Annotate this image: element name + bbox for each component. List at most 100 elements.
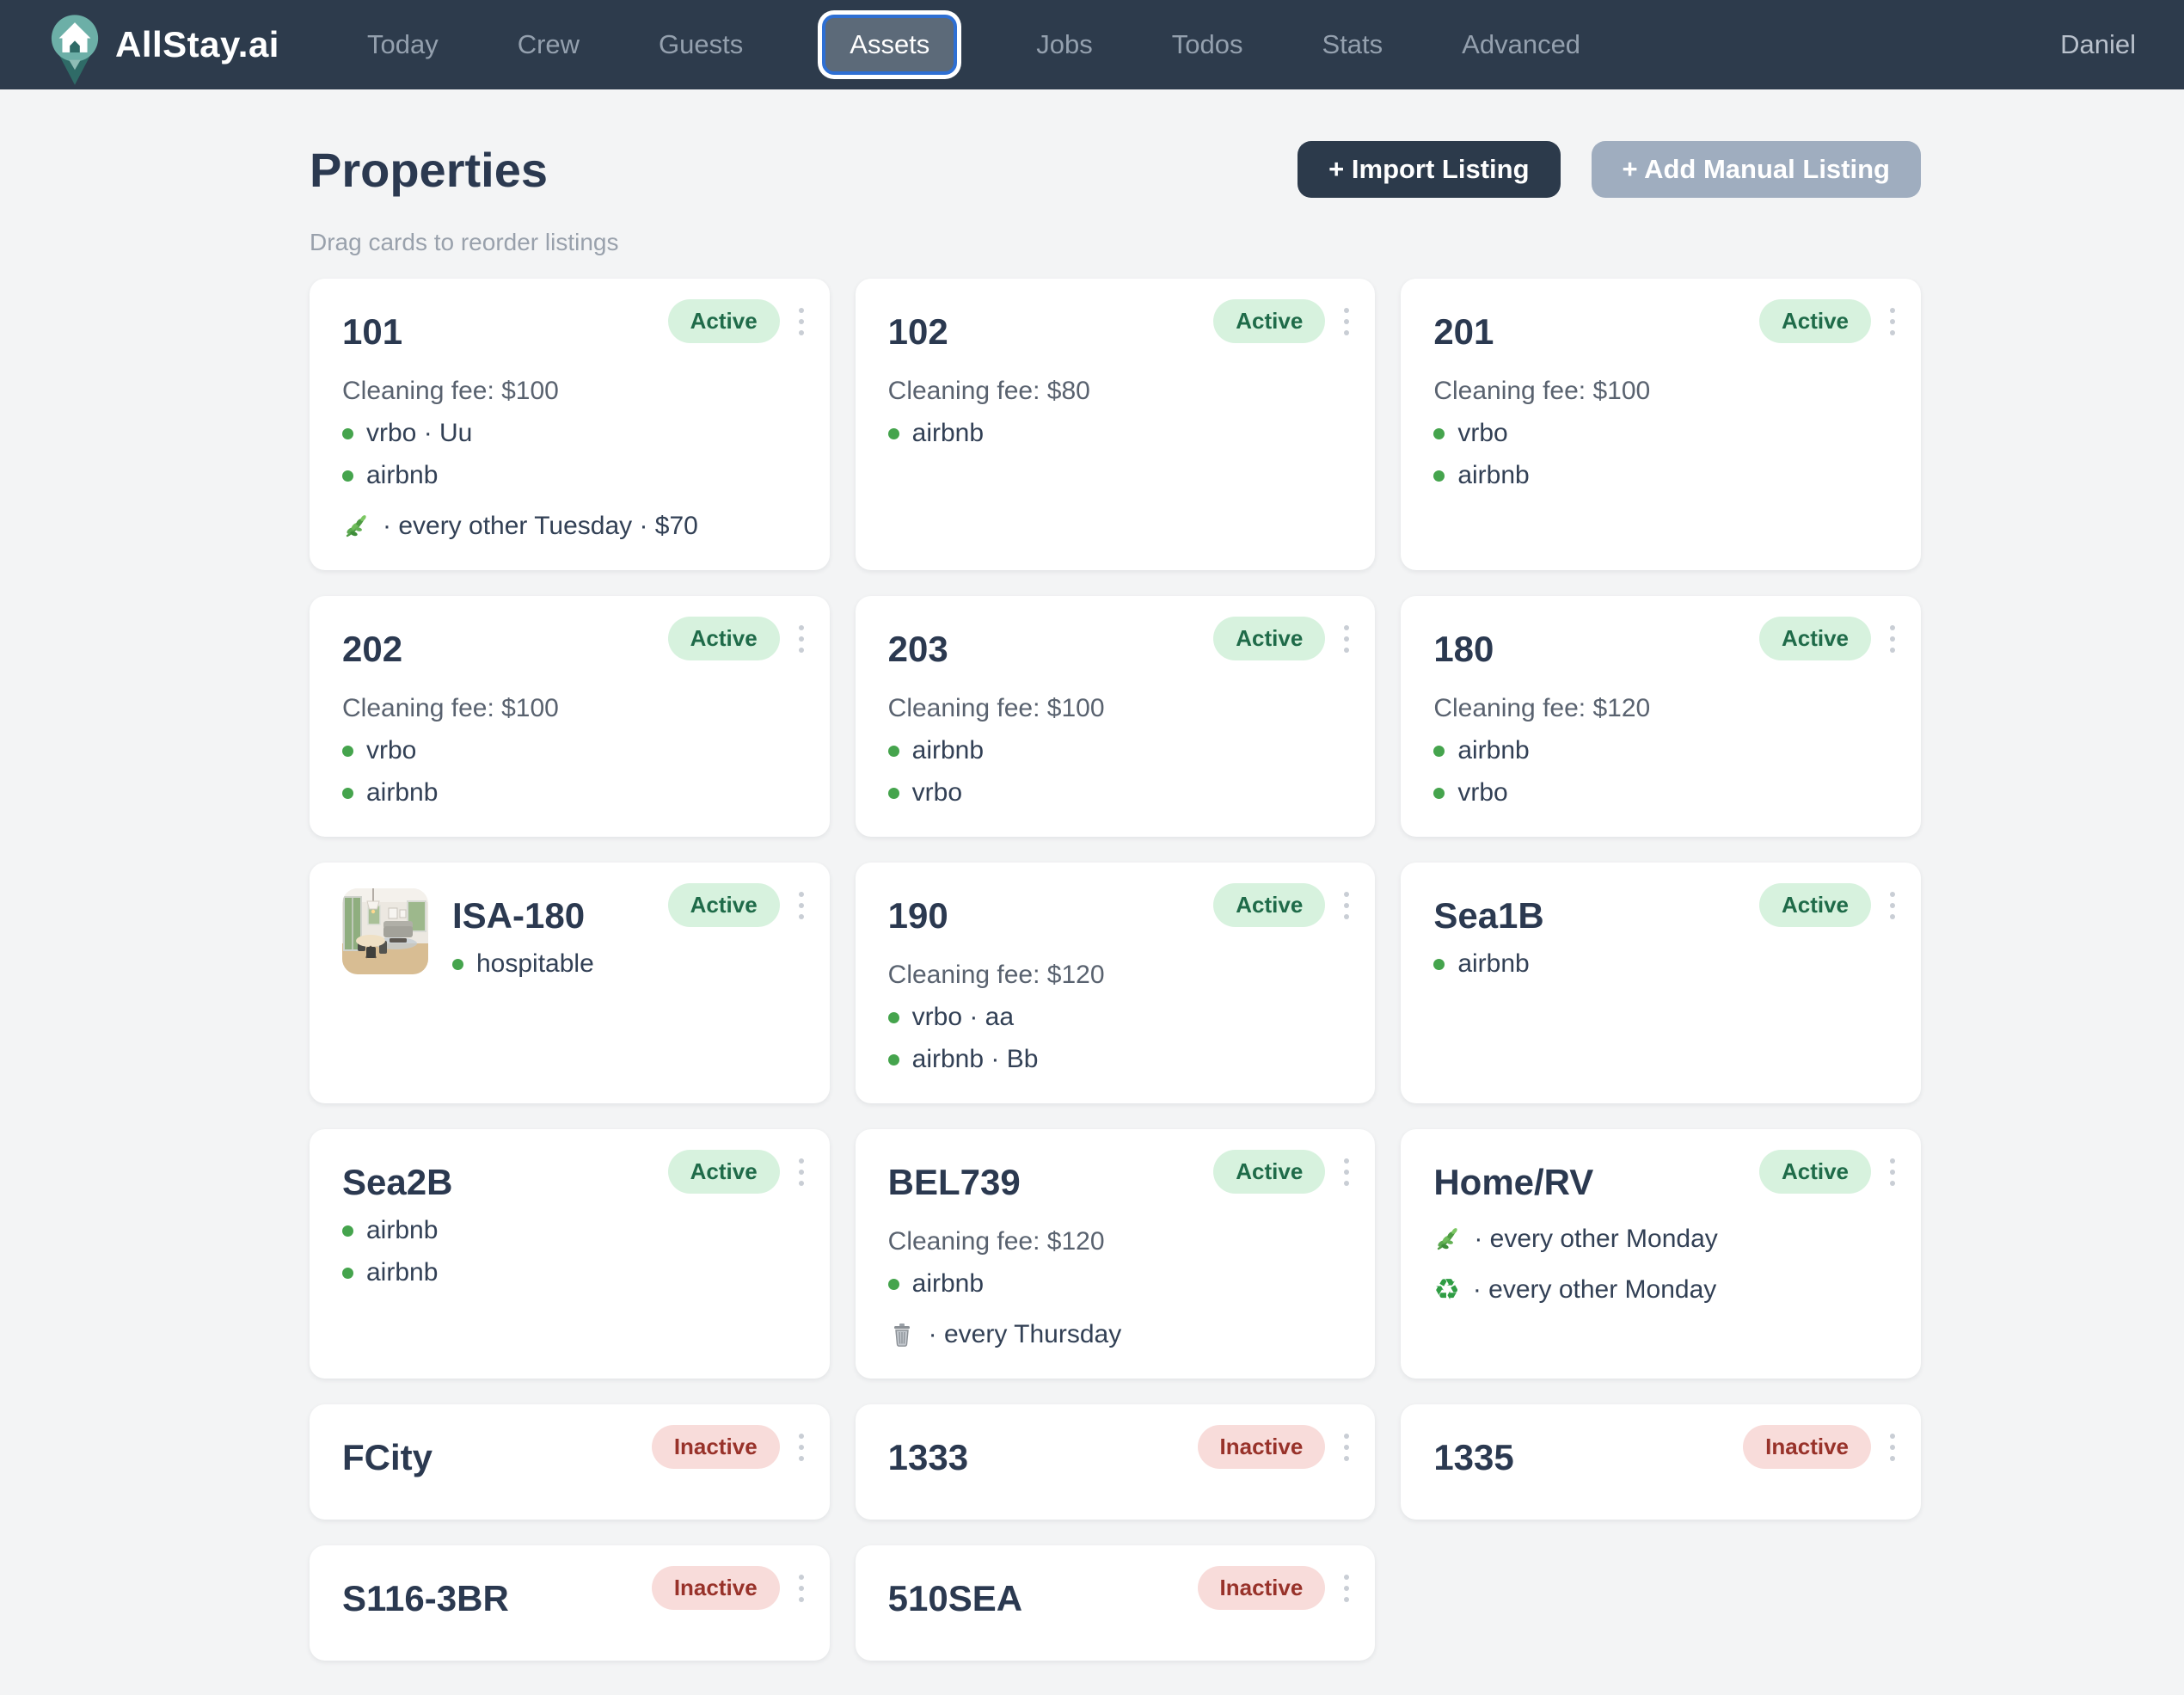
property-card-203[interactable]: Active 203 Cleaning fee: $100 airbnb vrbo [855, 596, 1376, 837]
kebab-menu-icon[interactable] [795, 1566, 807, 1611]
nav-item-jobs[interactable]: Jobs [1036, 29, 1093, 59]
status-badge: Inactive [651, 1425, 780, 1469]
property-card-bel739[interactable]: Active BEL739 Cleaning fee: $120 airbnb … [855, 1129, 1376, 1379]
kebab-menu-icon[interactable] [795, 1150, 807, 1194]
card-lines: airbnb [1433, 949, 1888, 979]
property-card-202[interactable]: Active 202 Cleaning fee: $100 vrbo airbnb [310, 596, 830, 837]
property-name: Sea1B [1433, 895, 1544, 936]
property-card-201[interactable]: Active 201 Cleaning fee: $100 vrbo airbnb [1401, 279, 1921, 570]
card-main: Home/RV · every other Monday ♻ · every oth… [1433, 1155, 1888, 1305]
nav-item-stats[interactable]: Stats [1322, 29, 1383, 59]
cleaning-fee-text: Cleaning fee: $120 [1433, 694, 1651, 722]
card-lines: hospitable [452, 949, 797, 979]
kebab-menu-icon[interactable] [795, 299, 807, 344]
card-content: 202 Cleaning fee: $100 vrbo airbnb [342, 622, 797, 808]
property-name: FCity [342, 1437, 433, 1477]
property-card-s116-3br[interactable]: Inactive S116-3BR [310, 1545, 830, 1661]
property-card-190[interactable]: Active 190 Cleaning fee: $120 vrbo · aa a… [855, 863, 1376, 1103]
brand[interactable]: AllStay.ai [48, 1, 279, 89]
cleaning-fee-text: Cleaning fee: $80 [887, 377, 1090, 405]
property-name: 202 [342, 629, 403, 669]
card-content: 101 Cleaning fee: $100 vrbo · Uu airbnb ·… [342, 304, 797, 541]
kebab-menu-icon[interactable] [1886, 617, 1899, 661]
card-badge-row: Active [667, 883, 807, 928]
nav-item-todos[interactable]: Todos [1171, 29, 1243, 59]
property-card-1335[interactable]: Inactive 1335 [1401, 1404, 1921, 1520]
map-pin-home-icon [51, 15, 99, 85]
kebab-menu-icon[interactable] [1340, 617, 1353, 661]
channel-row: airbnb [1433, 736, 1888, 765]
card-badge-row: Active [1213, 1150, 1353, 1194]
kebab-menu-icon[interactable] [1340, 1425, 1353, 1470]
kebab-menu-icon[interactable] [795, 1425, 807, 1470]
kebab-menu-icon[interactable] [1886, 1150, 1899, 1194]
add-manual-listing-button[interactable]: + Add Manual Listing [1591, 141, 1921, 198]
green-dot-icon [1433, 427, 1445, 439]
property-card-102[interactable]: Active 102 Cleaning fee: $80 airbnb [855, 279, 1376, 570]
kebab-menu-icon[interactable] [795, 883, 807, 928]
line-label: · every other Monday [1474, 1225, 1718, 1253]
schedule-row: · every other Tuesday · $70 [342, 512, 797, 541]
schedule-row: · every Thursday [888, 1320, 1343, 1349]
green-dot-icon [887, 745, 899, 757]
card-main: ISA-180 hospitable [342, 888, 797, 979]
line-label: airbnb [911, 1269, 985, 1298]
property-card-510sea[interactable]: Inactive 510SEA [855, 1545, 1376, 1661]
property-card-sea2b[interactable]: Active Sea2B airbnb airbnb [310, 1129, 830, 1379]
line-label: · every other Tuesday · $70 [383, 512, 698, 540]
kebab-menu-icon[interactable] [1340, 1150, 1353, 1194]
status-badge: Active [1758, 617, 1871, 660]
nav-item-advanced[interactable]: Advanced [1462, 29, 1581, 59]
property-card-180[interactable]: Active 180 Cleaning fee: $120 airbnb vrbo [1401, 596, 1921, 837]
card-badge-row: Inactive [1197, 1425, 1353, 1470]
property-name: BEL739 [887, 1162, 1021, 1202]
property-card-1333[interactable]: Inactive 1333 [855, 1404, 1376, 1520]
cleaning-fee-text: Cleaning fee: $100 [342, 377, 559, 405]
kebab-menu-icon[interactable] [1886, 1425, 1899, 1470]
leaf-sprig-icon [1438, 1228, 1458, 1250]
line-label: vrbo [1457, 419, 1508, 447]
property-card-sea1b[interactable]: Active Sea1B airbnb [1401, 863, 1921, 1103]
channel-row: airbnb [342, 461, 797, 490]
card-lines: airbnb vrbo [887, 736, 1343, 808]
channel-row: vrbo [1433, 778, 1888, 808]
green-dot-icon [342, 787, 353, 799]
kebab-menu-icon[interactable] [1340, 299, 1353, 344]
property-name: 203 [887, 629, 948, 669]
card-main: 1335 [1433, 1430, 1888, 1478]
property-name: 102 [887, 311, 948, 352]
line-label: airbnb [911, 736, 985, 765]
property-grid: Active 101 Cleaning fee: $100 vrbo · Uu a… [310, 279, 1921, 1695]
line-label: · every other Monday [1472, 1275, 1717, 1304]
kebab-menu-icon[interactable] [795, 617, 807, 661]
nav-item-guests[interactable]: Guests [659, 29, 744, 59]
channel-row: vrbo · aa [887, 1003, 1343, 1032]
green-dot-icon [452, 958, 463, 970]
line-label: airbnb [366, 778, 439, 807]
kebab-menu-icon[interactable] [1886, 883, 1899, 928]
card-main: FCity [342, 1430, 797, 1478]
property-card-isa-180[interactable]: Active [310, 863, 830, 1103]
kebab-menu-icon[interactable] [1340, 1566, 1353, 1611]
status-badge: Inactive [1743, 1425, 1871, 1469]
property-card-fcity[interactable]: Inactive FCity [310, 1404, 830, 1520]
kebab-menu-icon[interactable] [1886, 299, 1899, 344]
import-listing-button[interactable]: + Import Listing [1298, 141, 1561, 198]
nav-item-assets[interactable]: Assets [822, 15, 958, 75]
trash-can-icon [893, 1323, 910, 1347]
kebab-menu-icon[interactable] [1340, 883, 1353, 928]
nav-item-today[interactable]: Today [366, 29, 439, 59]
channel-row: airbnb [342, 1216, 797, 1245]
card-lines: vrbo · aa airbnb · Bb [887, 1003, 1343, 1074]
property-name: 101 [342, 311, 403, 352]
line-label: airbnb · Bb [911, 1045, 1039, 1073]
nav-user[interactable]: Daniel [2060, 29, 2136, 59]
card-badge-row: Active [1758, 617, 1899, 661]
card-badge-row: Active [1758, 1150, 1899, 1194]
property-card-home/rv[interactable]: Active Home/RV · every other Monday ♻ · ev… [1401, 1129, 1921, 1379]
card-badge-row: Inactive [1743, 1425, 1899, 1470]
line-label: hospitable [476, 949, 594, 978]
property-card-101[interactable]: Active 101 Cleaning fee: $100 vrbo · Uu a… [310, 279, 830, 570]
green-dot-icon [887, 1053, 899, 1066]
nav-item-crew[interactable]: Crew [517, 29, 580, 59]
